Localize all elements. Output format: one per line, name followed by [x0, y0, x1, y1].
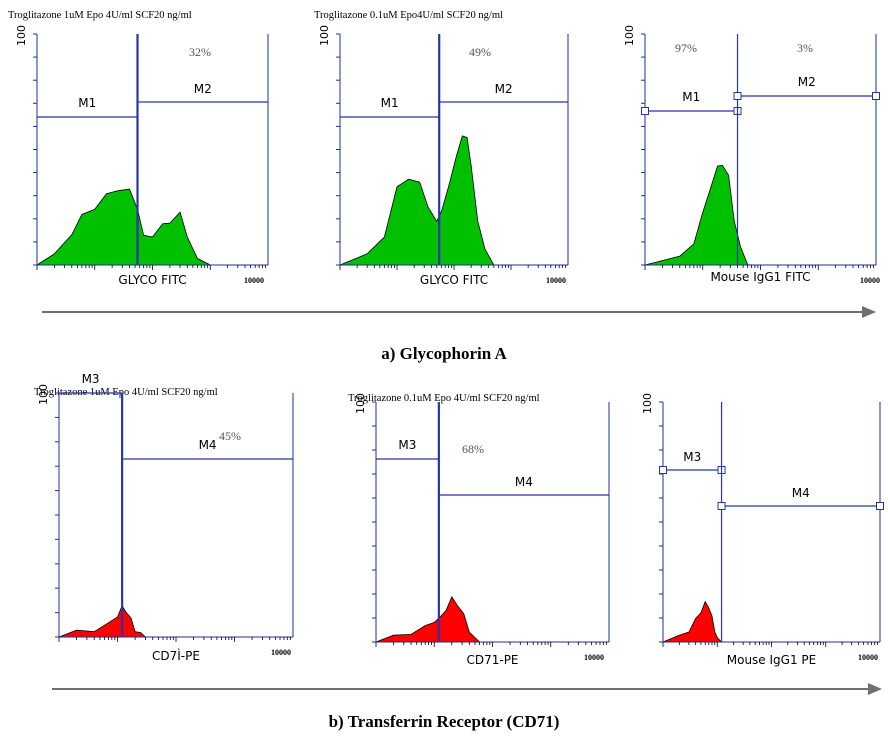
y-tick-label: 100 — [354, 393, 367, 414]
gate-label-m4: M4 — [515, 475, 533, 489]
gate-handle — [733, 92, 742, 100]
gate-label-m2: M2 — [798, 75, 816, 89]
x-tick-label: 10000 — [546, 276, 566, 285]
histogram-panel-4: Troglitazone 1uM Epo 4U/ml SCF20 ng/ml10… — [34, 372, 294, 663]
x-tick-label: 10000 — [271, 648, 291, 657]
y-tick-label: 100 — [15, 25, 28, 46]
gate-label-m3: M3 — [398, 438, 416, 452]
gate-label-m2: M2 — [495, 82, 513, 96]
histogram-panel-3: 100 10000 Mouse IgG1 FITC M1 M2 97% 3% — [623, 25, 880, 285]
gate-percent: 45% — [219, 429, 241, 443]
gate-percent: 49% — [469, 45, 491, 59]
gate-percent: 68% — [462, 442, 484, 456]
histogram-area — [662, 600, 722, 643]
histogram-area — [35, 188, 211, 266]
gate-label-m2: M2 — [194, 82, 212, 96]
x-axis-label: CD71-PE — [466, 653, 518, 667]
x-tick-label: 10000 — [244, 276, 264, 285]
gate-label-m1: M1 — [78, 96, 96, 110]
gate-label-m1: M1 — [381, 96, 399, 110]
x-axis-label: CD7Ì-PE — [152, 648, 200, 663]
x-tick-label: 10000 — [584, 653, 604, 662]
gate-handle — [641, 107, 649, 115]
gate-percent: 97% — [675, 41, 697, 55]
x-axis-label: GLYCO FITC — [118, 273, 186, 287]
gate-label-m4: M4 — [199, 438, 217, 452]
gate-handle — [876, 502, 884, 510]
histogram-panel-2: Troglitazone 0.1uM Epo4U/ml SCF20 ng/ml 1… — [314, 10, 569, 287]
section-label-cd71: b) Transferrin Receptor (CD71) — [328, 712, 560, 731]
y-tick-label: 100 — [623, 25, 636, 46]
x-axis-label: GLYCO FITC — [420, 273, 488, 287]
gate-label-m3: M3 — [683, 450, 701, 464]
histogram-panel-5: Troglitazone 0.1uM Epo 4U/ml SCF20 ng/ml… — [348, 393, 610, 667]
gate-percent: 32% — [189, 45, 211, 59]
panel-title: Troglitazone 0.1uM Epo 4U/ml SCF20 ng/ml — [348, 393, 540, 404]
histogram-area — [644, 164, 755, 266]
panel-title: Troglitazone 0.1uM Epo4U/ml SCF20 ng/ml — [314, 10, 503, 21]
x-tick-label: 10000 — [858, 653, 878, 662]
gate-percent: 3% — [797, 41, 813, 55]
histogram-area — [375, 595, 481, 643]
gate-label-m4: M4 — [792, 486, 810, 500]
arrowhead-top — [862, 306, 876, 318]
x-axis-label: Mouse IgG1 FITC — [710, 270, 810, 284]
section-label-glycophorin: a) Glycophorin A — [381, 344, 507, 363]
gate-label-m1: M1 — [682, 90, 700, 104]
gate-label-m3: M3 — [82, 372, 100, 386]
gate-handle — [872, 92, 880, 100]
x-axis-label: Mouse IgG1 PE — [727, 653, 816, 667]
histogram-panel-1: Troglitazone 1uM Epo 4U/ml SCF20 ng/ml 10… — [8, 10, 269, 287]
y-tick-label: 100 — [318, 25, 331, 46]
gate-handle — [717, 502, 726, 510]
gate-handle — [659, 466, 667, 474]
panel-title: Troglitazone 1uM Epo 4U/ml SCF20 ng/ml — [8, 10, 192, 21]
arrowhead-bottom — [868, 683, 882, 695]
x-tick-label: 10000 — [860, 276, 880, 285]
y-tick-label: 100 — [641, 393, 654, 414]
panel-title: Troglitazone 1uM Epo 4U/ml SCF20 ng/ml — [34, 387, 218, 398]
histogram-panel-6: 100 10000 Mouse IgG1 PE M3 M4 — [641, 393, 884, 667]
y-tick-label: 100 — [37, 384, 50, 405]
histogram-area — [339, 135, 495, 266]
histogram-area — [58, 604, 146, 638]
